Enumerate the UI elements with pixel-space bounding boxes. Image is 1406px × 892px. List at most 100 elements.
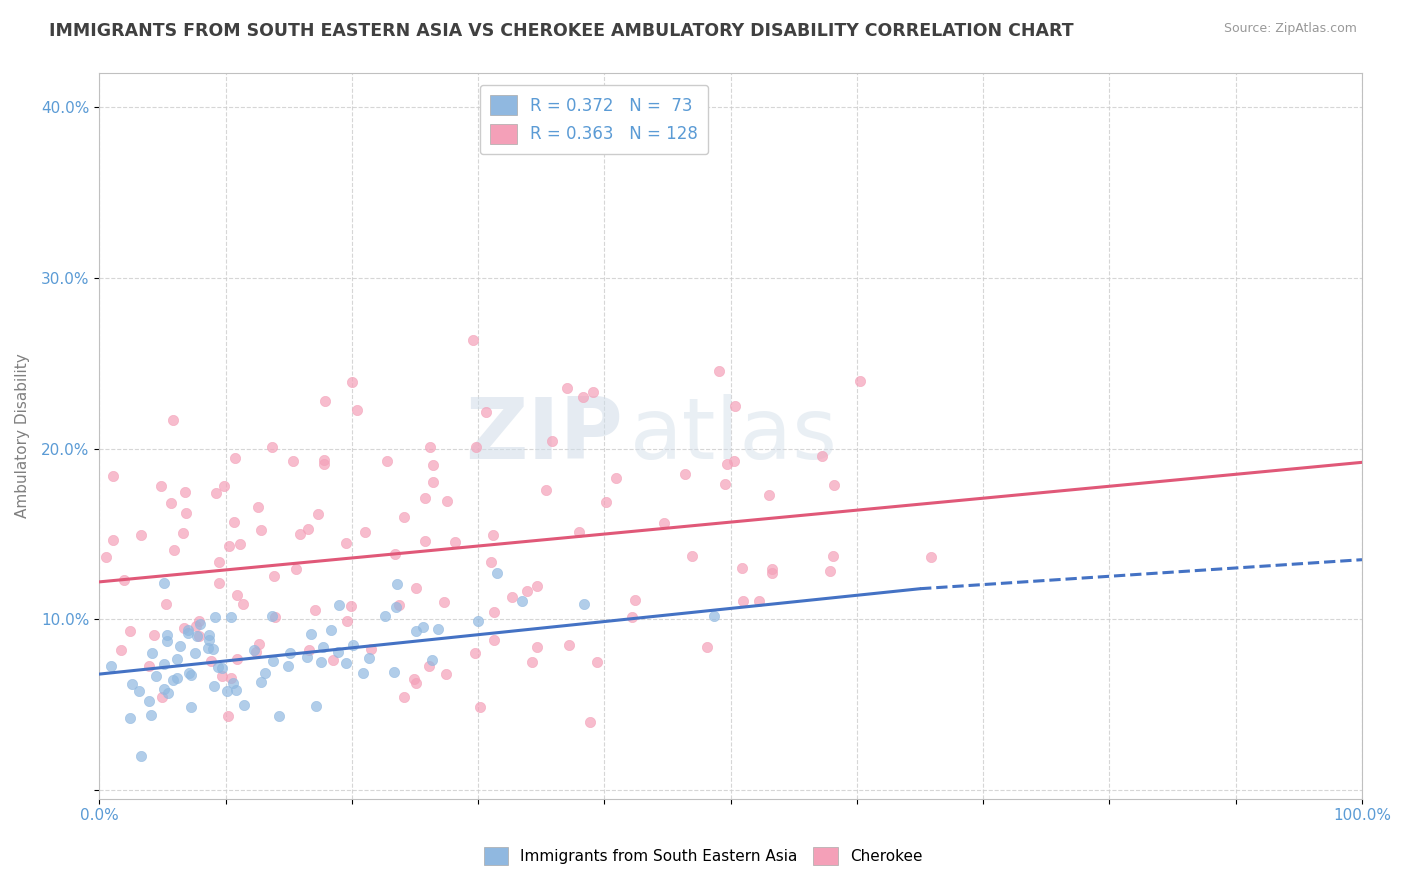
Point	[384, 547, 406, 561]
Point	[322, 653, 344, 667]
Point	[510, 594, 533, 608]
Point	[179, 665, 201, 680]
Point	[536, 483, 558, 497]
Point	[353, 525, 375, 540]
Point	[295, 650, 318, 665]
Point	[263, 568, 285, 582]
Point	[484, 606, 506, 620]
Point	[112, 574, 135, 588]
Point	[207, 575, 229, 590]
Point	[823, 478, 845, 492]
Point	[384, 599, 406, 614]
Point	[233, 698, 256, 713]
Point	[703, 608, 725, 623]
Legend: R = 0.372   N =  73, R = 0.363   N = 128: R = 0.372 N = 73, R = 0.363 N = 128	[481, 85, 709, 154]
Point	[758, 488, 780, 502]
Point	[540, 434, 562, 449]
Point	[141, 707, 163, 722]
Point	[402, 672, 425, 686]
Point	[360, 641, 382, 656]
Point	[526, 579, 548, 593]
Point	[250, 674, 273, 689]
Point	[153, 681, 176, 696]
Point	[422, 475, 444, 489]
Point	[232, 597, 254, 611]
Point	[578, 714, 600, 729]
Point	[204, 610, 226, 624]
Point	[388, 598, 411, 612]
Point	[605, 470, 627, 484]
Point	[761, 562, 783, 576]
Text: Source: ZipAtlas.com: Source: ZipAtlas.com	[1223, 22, 1357, 36]
Point	[326, 645, 349, 659]
Point	[226, 588, 249, 602]
Point	[153, 576, 176, 591]
Point	[340, 375, 363, 389]
Point	[156, 686, 179, 700]
Point	[246, 500, 269, 515]
Point	[250, 523, 273, 537]
Point	[413, 491, 436, 505]
Text: IMMIGRANTS FROM SOUTH EASTERN ASIA VS CHEROKEE AMBULATORY DISABILITY CORRELATION: IMMIGRANTS FROM SOUTH EASTERN ASIA VS CH…	[49, 22, 1074, 40]
Point	[312, 640, 335, 654]
Point	[174, 485, 197, 500]
Point	[224, 450, 246, 465]
Point	[568, 524, 591, 539]
Point	[174, 506, 197, 520]
Point	[110, 643, 132, 657]
Point	[245, 645, 267, 659]
Point	[197, 640, 219, 655]
Point	[229, 536, 252, 550]
Point	[155, 597, 177, 611]
Point	[299, 627, 322, 641]
Point	[405, 581, 427, 595]
Point	[382, 665, 405, 679]
Point	[468, 700, 491, 714]
Point	[212, 479, 235, 493]
Point	[352, 665, 374, 680]
Point	[162, 673, 184, 687]
Point	[319, 623, 342, 637]
Point	[419, 440, 441, 454]
Point	[307, 507, 329, 521]
Point	[412, 620, 434, 634]
Point	[312, 452, 335, 467]
Text: ZIP: ZIP	[465, 394, 623, 477]
Point	[208, 555, 231, 569]
Point	[166, 671, 188, 685]
Point	[149, 479, 172, 493]
Point	[342, 638, 364, 652]
Point	[586, 655, 609, 669]
Point	[150, 690, 173, 704]
Point	[475, 404, 498, 418]
Point	[467, 614, 489, 628]
Point	[152, 657, 174, 671]
Point	[141, 647, 163, 661]
Point	[180, 700, 202, 714]
Point	[920, 549, 942, 564]
Point	[673, 467, 696, 482]
Point	[464, 646, 486, 660]
Point	[443, 534, 465, 549]
Point	[211, 661, 233, 675]
Point	[156, 627, 179, 641]
Point	[180, 668, 202, 682]
Point	[207, 659, 229, 673]
Point	[526, 640, 548, 654]
Point	[247, 636, 270, 650]
Point	[176, 626, 198, 640]
Point	[96, 550, 118, 565]
Point	[311, 656, 333, 670]
Y-axis label: Ambulatory Disability: Ambulatory Disability	[15, 353, 30, 518]
Point	[485, 566, 508, 580]
Point	[177, 623, 200, 637]
Point	[572, 597, 595, 611]
Point	[654, 516, 676, 530]
Point	[169, 639, 191, 653]
Point	[121, 677, 143, 691]
Point	[288, 526, 311, 541]
Point	[197, 628, 219, 642]
Point	[277, 658, 299, 673]
Point	[202, 679, 225, 693]
Point	[520, 655, 543, 669]
